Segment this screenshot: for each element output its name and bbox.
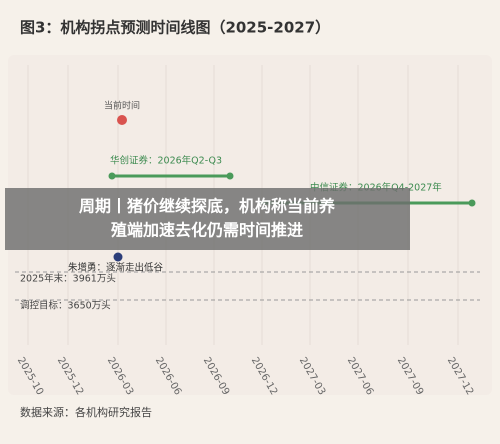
- forecast-end: [468, 199, 476, 207]
- banner: [5, 188, 410, 250]
- banner-line: 殖端加速去化仍需时间推进: [110, 221, 303, 240]
- expert-label: 朱增勇：逐渐走出低谷: [68, 262, 164, 274]
- source: 数据来源：各机构研究报告: [20, 405, 152, 419]
- title: 图3：机构拐点预测时间线图（2025-2027）: [20, 19, 330, 37]
- reference-label: 调控目标：3650万头: [20, 300, 111, 312]
- forecast-label: 华创证券：2026年Q2-Q3: [110, 155, 222, 167]
- current-label: 当前时间: [104, 100, 140, 112]
- current-dot: [117, 115, 127, 125]
- reference-label: 2025年末：3961万头: [20, 273, 116, 285]
- forecast-end: [226, 172, 234, 180]
- forecast-end: [108, 172, 116, 180]
- banner-line: 周期丨猪价继续探底，机构称当前养: [79, 197, 336, 216]
- expert-dot: [113, 252, 123, 262]
